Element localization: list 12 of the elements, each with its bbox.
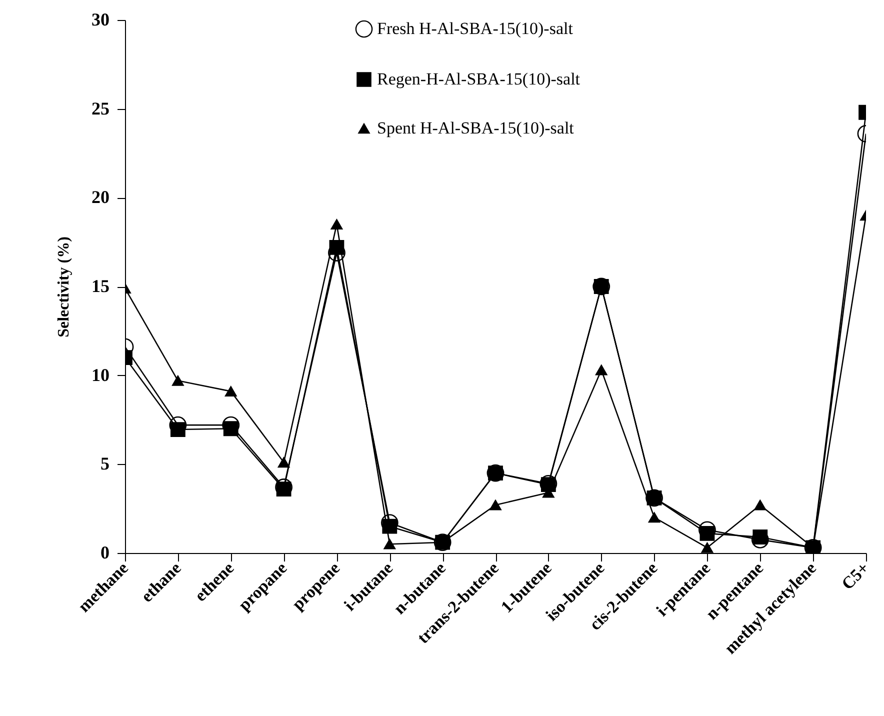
y-tick-label: 30	[92, 10, 110, 30]
legend-label: Fresh H-Al-SBA-15(10)-salt	[377, 19, 574, 38]
legend-label: Spent H-Al-SBA-15(10)-salt	[377, 118, 574, 138]
x-tick-label: C5+	[838, 558, 873, 594]
y-axis-title: Selectivity (%)	[56, 236, 72, 338]
y-tick-label: 10	[92, 364, 110, 385]
y-tick-label: 20	[92, 187, 110, 208]
y-tick-label: 15	[92, 276, 110, 296]
y-tick-label: 25	[92, 98, 110, 118]
y-tick-label: 0	[100, 542, 110, 562]
legend-label: Regen-H-Al-SBA-15(10)-salt	[377, 70, 580, 88]
y-tick-label: 5	[100, 454, 110, 474]
